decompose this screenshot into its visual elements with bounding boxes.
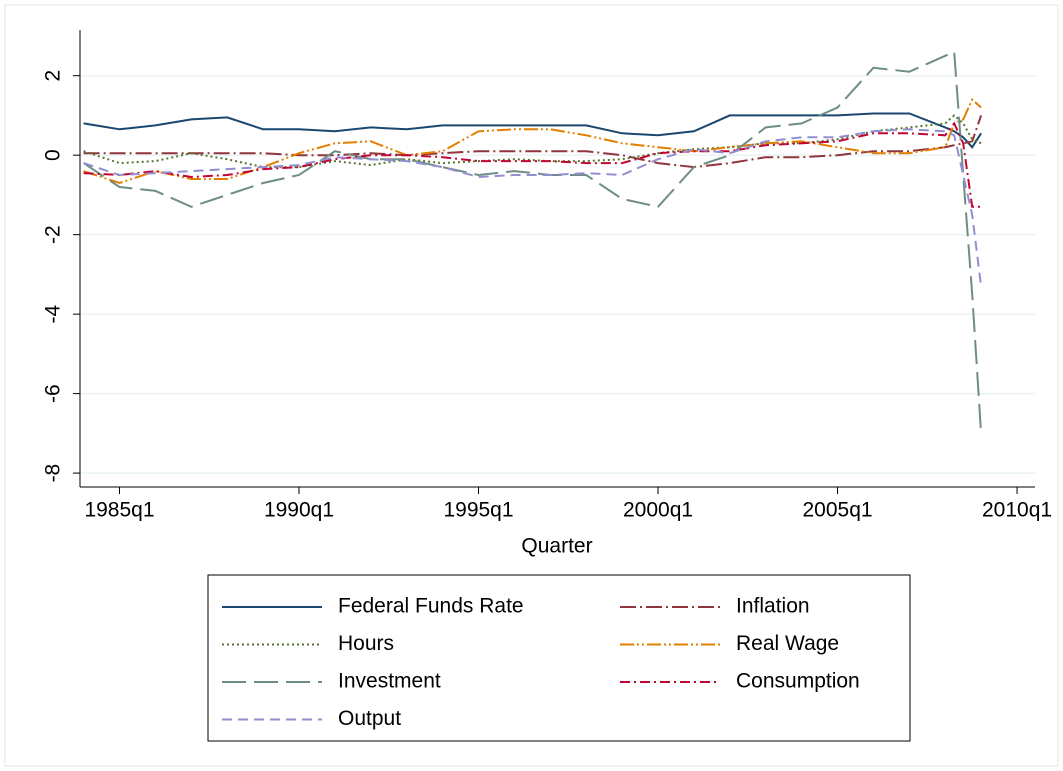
x-tick-label: 2010q1 — [982, 499, 1052, 522]
legend-box — [207, 574, 911, 742]
x-tick-label: 2005q1 — [802, 499, 872, 522]
x-tick-label: 2000q1 — [623, 499, 693, 522]
y-tick-label: 2 — [42, 70, 65, 82]
legend-label: Hours — [338, 632, 394, 655]
y-tick-label: -6 — [42, 384, 65, 403]
y-tick-label: -8 — [42, 464, 65, 483]
y-tick-label: -2 — [42, 225, 65, 244]
legend-label: Output — [338, 707, 401, 730]
legend-label: Consumption — [736, 670, 860, 693]
x-tick-label: 1985q1 — [84, 499, 154, 522]
series-line — [83, 121, 982, 208]
y-tick-label: 0 — [42, 149, 65, 161]
series-line — [83, 115, 983, 169]
legend-label: Federal Funds Rate — [338, 595, 524, 618]
x-tick-label: 1995q1 — [443, 499, 513, 522]
series-line — [83, 114, 982, 169]
series-line — [83, 50, 983, 434]
legend-label: Inflation — [736, 595, 810, 618]
series-line — [83, 112, 982, 149]
legend-label: Investment — [338, 670, 441, 693]
x-axis-label: Quarter — [521, 535, 592, 558]
legend-label: Real Wage — [736, 632, 839, 655]
x-tick-label: 1990q1 — [264, 499, 334, 522]
series-line — [83, 128, 983, 287]
y-tick-label: -4 — [42, 304, 65, 323]
